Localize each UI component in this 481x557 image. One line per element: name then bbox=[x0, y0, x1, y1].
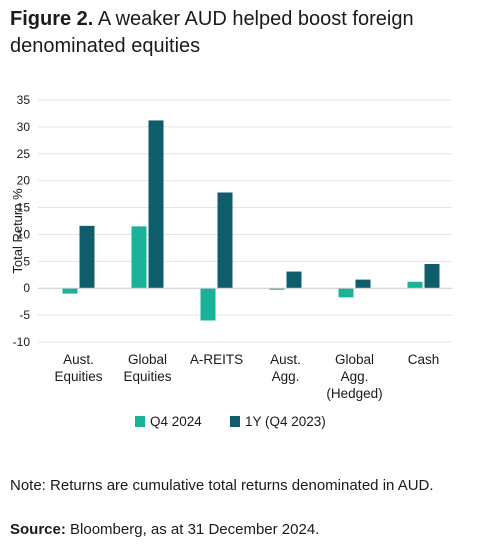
category-label: Agg. bbox=[272, 369, 300, 384]
bar-1y-q4-2023 bbox=[424, 264, 440, 289]
bar-q4-2024 bbox=[338, 288, 354, 298]
bar-1y-q4-2023 bbox=[355, 279, 371, 289]
legend-swatch bbox=[230, 416, 240, 427]
category-label: A-REITS bbox=[190, 352, 243, 367]
legend-label: Q4 2024 bbox=[150, 414, 202, 429]
category-label: Cash bbox=[408, 352, 440, 367]
legend-swatch bbox=[135, 416, 145, 427]
bar-chart: 35 30 25 20 15 10 5 0 -5 -10 Total Return % Aust. Eq… bbox=[10, 93, 452, 429]
bar-1y-q4-2023 bbox=[148, 120, 164, 289]
bar-q4-2024 bbox=[407, 281, 423, 289]
bar-1y-q4-2023 bbox=[217, 192, 233, 289]
figure-number: Figure 2. bbox=[10, 8, 94, 30]
bar-1y-q4-2023 bbox=[286, 271, 302, 289]
y-tick-label: 35 bbox=[17, 93, 31, 107]
y-tick-label: 30 bbox=[17, 120, 31, 134]
category-label: Equities bbox=[54, 369, 102, 384]
y-tick-label: 25 bbox=[17, 147, 31, 161]
y-tick-label: -5 bbox=[19, 308, 30, 322]
figure-title-text: A weaker AUD helped boost foreign denomi… bbox=[10, 8, 414, 57]
category-label: Agg. bbox=[341, 369, 369, 384]
bar-q4-2024 bbox=[269, 288, 285, 290]
category-label: Global bbox=[335, 352, 374, 367]
chart-note: Note: Returns are cumulative total retur… bbox=[10, 477, 434, 494]
bar-1y-q4-2023 bbox=[79, 225, 95, 289]
y-tick-label: 15 bbox=[17, 201, 31, 215]
y-tick-label: 10 bbox=[17, 227, 31, 241]
category-label: Aust. bbox=[270, 352, 301, 367]
source-label: Source: bbox=[10, 521, 66, 538]
y-tick-label: -10 bbox=[13, 335, 31, 349]
source-text: Bloomberg, as at 31 December 2024. bbox=[70, 521, 320, 538]
y-tick-label: 5 bbox=[23, 254, 30, 268]
chart-source: Source: Bloomberg, as at 31 December 202… bbox=[10, 520, 470, 539]
bar-q4-2024 bbox=[200, 288, 216, 321]
category-label: (Hedged) bbox=[326, 386, 382, 401]
category-label: Equities bbox=[123, 369, 171, 384]
bar-q4-2024 bbox=[131, 226, 147, 289]
y-tick-label: 20 bbox=[17, 174, 31, 188]
category-label: Aust. bbox=[63, 352, 94, 367]
figure-title: Figure 2. A weaker AUD helped boost fore… bbox=[10, 6, 475, 60]
category-label: Global bbox=[128, 352, 167, 367]
bar-q4-2024 bbox=[62, 288, 78, 294]
y-axis-label: Total Return % bbox=[10, 188, 25, 274]
y-tick-label: 0 bbox=[23, 281, 30, 295]
legend-label: 1Y (Q4 2023) bbox=[245, 414, 326, 429]
